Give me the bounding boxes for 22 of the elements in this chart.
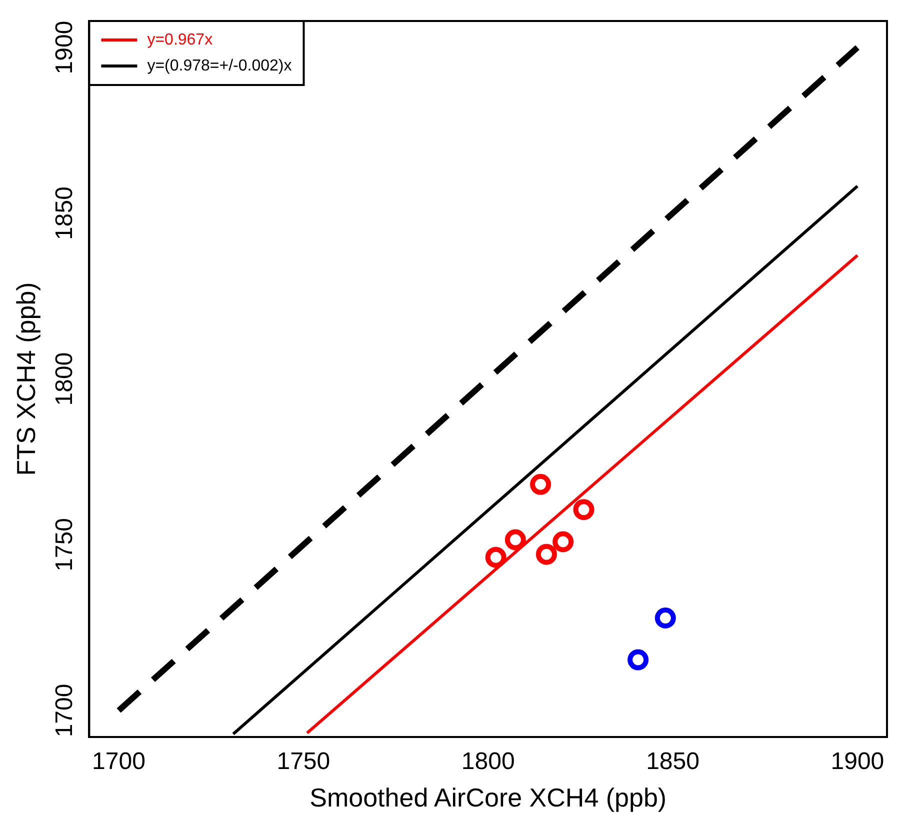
y-tick-label: 1750 [50,518,78,572]
point [654,608,676,628]
legend-label: y=0.967x [147,31,213,48]
y-tick-label: 1850 [50,186,78,240]
point [530,474,552,495]
point [573,499,594,520]
y-tick-label: 1700 [50,684,78,738]
y-tick-label: 1800 [50,352,78,406]
point [628,649,649,670]
point [536,544,557,565]
legend-label: y=(0.978=+/-0.002)x [147,57,292,74]
y-tick-label: 1900 [50,20,78,74]
y-axis-title: FTS XCH4 (ppb) [10,282,41,476]
x-tick-label: 1700 [92,748,146,776]
x-axis-title: Smoothed AirCore XCH4 (ppb) [310,782,667,813]
point [504,529,526,550]
x-tick-label: 1750 [276,748,330,776]
x-tick-label: 1800 [461,748,515,776]
point [552,531,574,552]
x-tick-label: 1900 [830,748,884,776]
x-tick-label: 1850 [646,748,700,776]
point [485,546,506,568]
